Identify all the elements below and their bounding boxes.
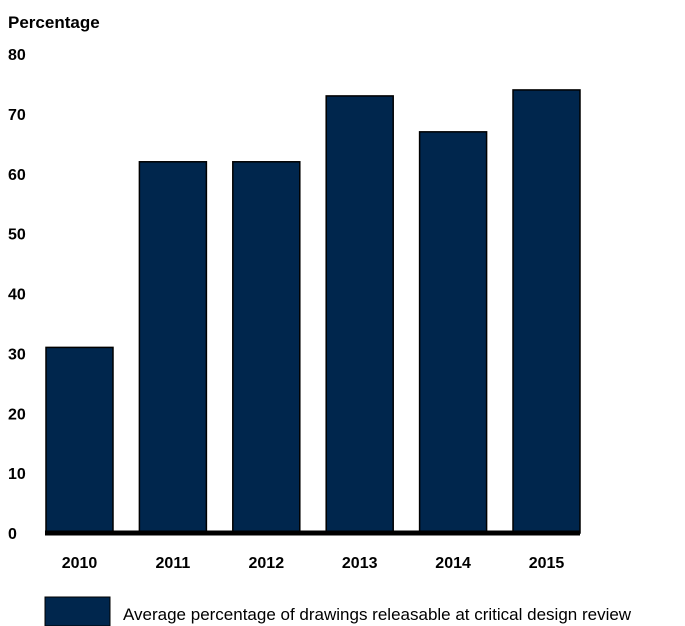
x-axis-ticks: 2010 2011 2012 2013 2014 2015 — [62, 555, 565, 572]
y-axis-label: Percentage — [8, 13, 100, 32]
x-tick-label: 2010 — [62, 555, 98, 572]
bar-2013 — [325, 95, 394, 534]
x-tick-label: 2012 — [249, 555, 285, 572]
bar-2012 — [232, 161, 301, 534]
bar-2015 — [512, 89, 581, 534]
y-tick-label: 20 — [8, 406, 26, 423]
bar-2014 — [418, 131, 488, 534]
y-tick-label: 60 — [8, 167, 26, 184]
y-tick-label: 50 — [8, 227, 26, 244]
x-tick-label: 2015 — [529, 555, 565, 572]
y-tick-label: 80 — [8, 47, 26, 64]
x-tick-label: 2011 — [156, 555, 191, 572]
y-axis-ticks: 0 10 20 30 40 50 60 70 80 — [8, 47, 26, 543]
y-tick-label: 30 — [8, 346, 26, 363]
y-tick-label: 10 — [8, 466, 26, 483]
x-tick-label: 2014 — [435, 555, 471, 572]
x-tick-label: 2013 — [342, 555, 378, 572]
y-tick-label: 40 — [8, 287, 26, 304]
bar-2010 — [45, 346, 114, 534]
bars — [45, 89, 581, 534]
legend-swatch — [44, 596, 111, 626]
legend: Average percentage of drawings releasabl… — [44, 596, 632, 626]
legend-label: Average percentage of drawings releasabl… — [123, 605, 632, 624]
y-tick-label: 0 — [8, 526, 17, 543]
y-tick-label: 70 — [8, 107, 26, 124]
bar-2011 — [138, 161, 208, 534]
